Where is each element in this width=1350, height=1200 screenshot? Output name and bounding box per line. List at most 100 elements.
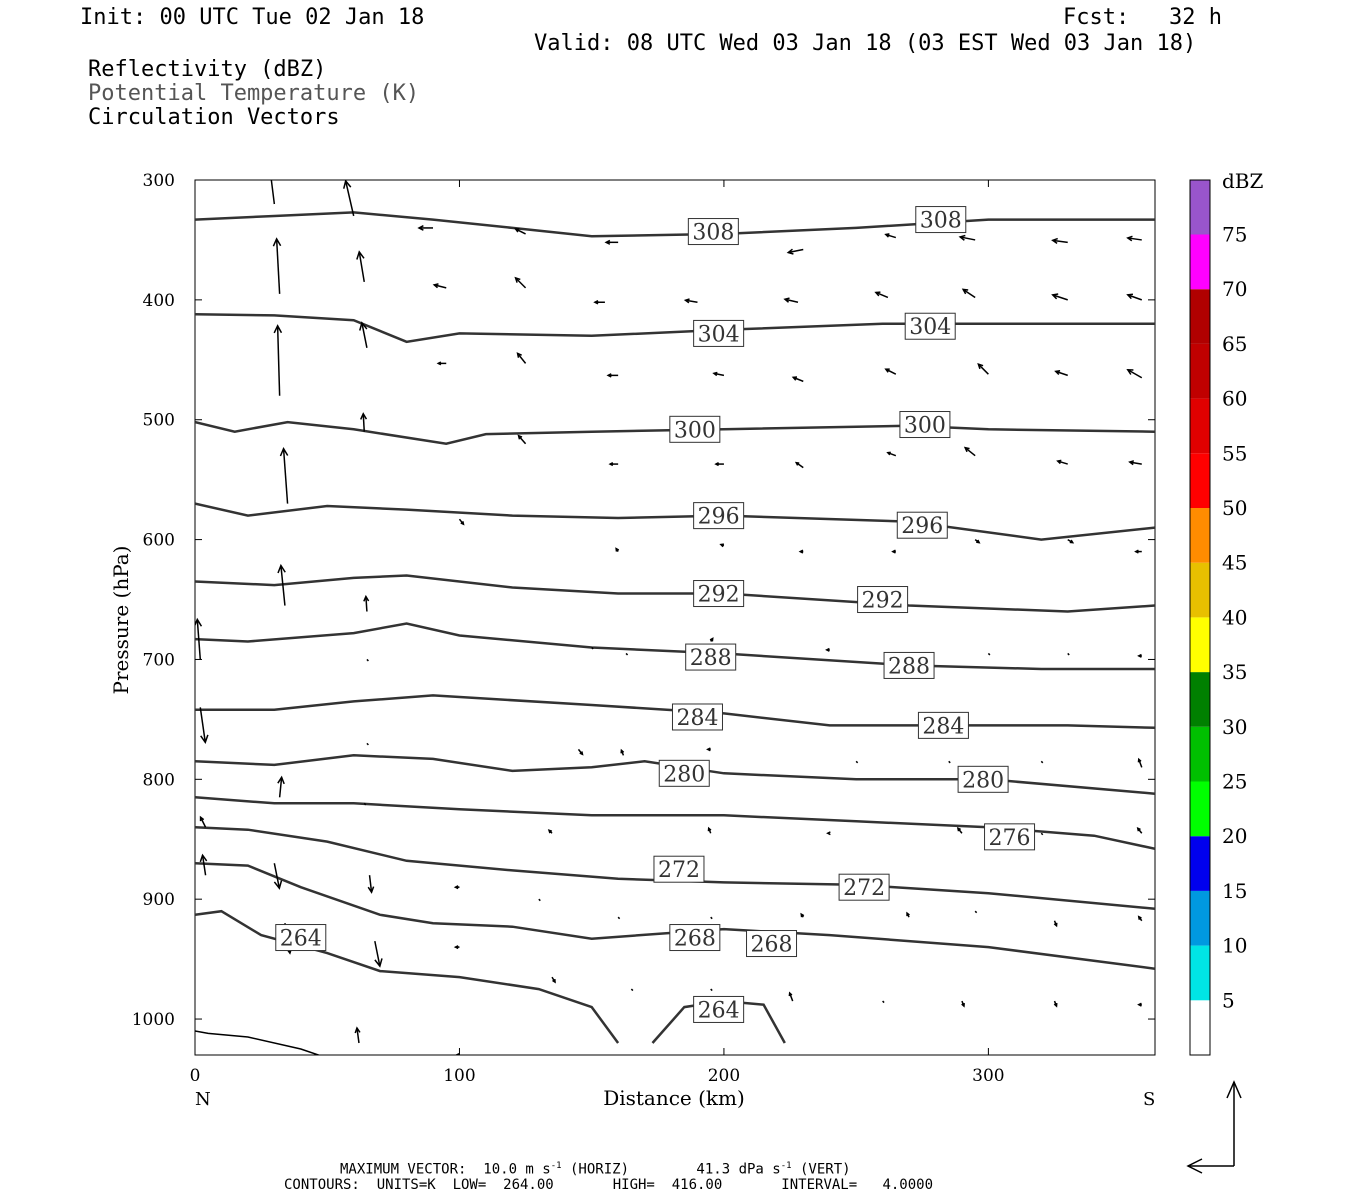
vector-arrow xyxy=(453,945,460,950)
vector-arrow xyxy=(1040,832,1044,836)
vector-arrow xyxy=(1067,652,1070,656)
vector-arrow xyxy=(359,321,368,348)
x-tick-label: 0 xyxy=(190,1066,201,1086)
contour-label: 292 xyxy=(698,583,740,608)
vector-arrow xyxy=(825,647,830,652)
colorbar-bin xyxy=(1190,726,1210,782)
contour-label: 268 xyxy=(751,933,793,958)
y-tick-label: 300 xyxy=(143,171,175,191)
vector-arrow xyxy=(606,373,619,378)
colorbar-bin xyxy=(1190,781,1210,837)
colorbar-bin xyxy=(1190,836,1210,891)
x-tick-label: 300 xyxy=(972,1066,1004,1086)
contour-label: 264 xyxy=(698,998,740,1023)
colorbar-label: 55 xyxy=(1222,441,1247,465)
x-tick-label: 100 xyxy=(443,1066,475,1086)
vector-arrow xyxy=(539,1079,541,1081)
vector-arrow xyxy=(1126,368,1143,379)
vector-arrow xyxy=(277,775,285,798)
contour-labels: 308 308 304 304 300 300 296 296 292 292 288 288 284 2… xyxy=(275,206,1036,1023)
y-tick-label: 400 xyxy=(143,291,175,311)
vector-arrow xyxy=(577,748,584,756)
vector-arrow xyxy=(855,760,859,764)
contour-label-box xyxy=(857,586,909,614)
vector-arrow xyxy=(367,875,375,894)
contour-info-text: CONTOURS: UNITS=K LOW= 264.00 HIGH= 416.… xyxy=(284,1177,934,1193)
contour-label-box xyxy=(693,995,745,1023)
colorbar-label: 30 xyxy=(1222,715,1247,739)
vector-arrow xyxy=(798,549,804,554)
vector-arrow xyxy=(363,594,370,612)
y-tick-label: 1000 xyxy=(132,1010,175,1030)
contour-line xyxy=(195,622,1155,671)
vector-arrow xyxy=(608,462,619,467)
vector-arrow xyxy=(643,1132,646,1135)
plot-frame xyxy=(194,179,1156,1056)
vector-arrow xyxy=(886,451,897,457)
vector-arrow xyxy=(1136,826,1143,834)
vector-arrow xyxy=(453,885,460,890)
contour-line xyxy=(195,796,1155,851)
contour-label-box xyxy=(693,502,745,530)
vector-arrow xyxy=(1040,760,1044,764)
contour-label: 304 xyxy=(698,322,740,347)
vector-arrow xyxy=(454,1052,460,1055)
contour-label: 296 xyxy=(901,514,943,539)
vector-arrow xyxy=(1067,538,1075,544)
y-tick-label: 500 xyxy=(143,411,175,431)
vector-arrow xyxy=(884,233,897,239)
vector-arrow xyxy=(615,547,620,552)
colorbar-label: 65 xyxy=(1222,332,1247,356)
y-tick-label: 800 xyxy=(143,770,175,790)
max-vector-text: MAXIMUM VECTOR: 10.0 m s-1 (HORIZ) 41.3 … xyxy=(340,1161,851,1178)
vector-arrow xyxy=(977,363,989,375)
vector-arrow xyxy=(630,988,634,992)
endpoint-right-label: S xyxy=(1143,1089,1155,1110)
vector-arrow xyxy=(974,910,978,914)
vector-arrow xyxy=(812,1138,816,1141)
colorbar-unit: dBZ xyxy=(1222,169,1264,193)
field-potential-temperature: Potential Temperature (K) xyxy=(88,81,420,106)
x-axis-label: Distance (km) xyxy=(603,1086,745,1110)
contour-label: 280 xyxy=(962,768,1004,793)
field-reflectivity: Reflectivity (dBZ) xyxy=(88,57,327,82)
contour-label-box xyxy=(653,855,705,883)
vector-arrow xyxy=(956,826,963,834)
contour-line xyxy=(195,754,1155,795)
contour-label: 288 xyxy=(690,646,732,671)
vector-arrow xyxy=(617,916,621,920)
colorbar-bin xyxy=(1190,617,1210,673)
contour-label-box xyxy=(693,319,745,347)
vector-arrow xyxy=(273,324,283,396)
colorbar-bin xyxy=(1190,562,1210,618)
vector-arrow xyxy=(987,652,991,656)
vector-arrow xyxy=(517,434,527,445)
contour-label-box xyxy=(883,651,935,679)
vector-arrow xyxy=(710,988,713,992)
vector-arrow xyxy=(794,461,804,469)
colorbar: 5 10 15 20 25 30 35 40 45 50 55 60 65 70 75 xyxy=(1189,179,1247,1056)
vector-arrow xyxy=(906,911,910,918)
vector-arrow xyxy=(783,297,799,303)
vector-arrow xyxy=(593,300,605,305)
contour-label: 296 xyxy=(698,505,740,530)
vector-arrow xyxy=(1128,460,1142,466)
contour-label: 308 xyxy=(692,221,734,246)
vector-arrow xyxy=(961,1000,965,1008)
contour-line xyxy=(195,694,1155,730)
colorbar-label: 20 xyxy=(1222,824,1247,848)
vector-arrow xyxy=(360,412,368,432)
vector-arrow xyxy=(719,543,725,548)
contour-label-box xyxy=(899,411,951,439)
vector-arrow xyxy=(683,298,698,304)
contour-label-box xyxy=(658,759,710,787)
colorbar-bin xyxy=(1190,945,1210,1001)
colorbar-label: 45 xyxy=(1222,551,1247,575)
contour-label: 276 xyxy=(989,826,1031,851)
vector-arrow xyxy=(786,248,804,255)
colorbar-label: 15 xyxy=(1222,879,1247,903)
contour-line xyxy=(195,211,1155,238)
contour-label-box xyxy=(669,924,721,952)
vector-arrow xyxy=(1053,920,1058,928)
